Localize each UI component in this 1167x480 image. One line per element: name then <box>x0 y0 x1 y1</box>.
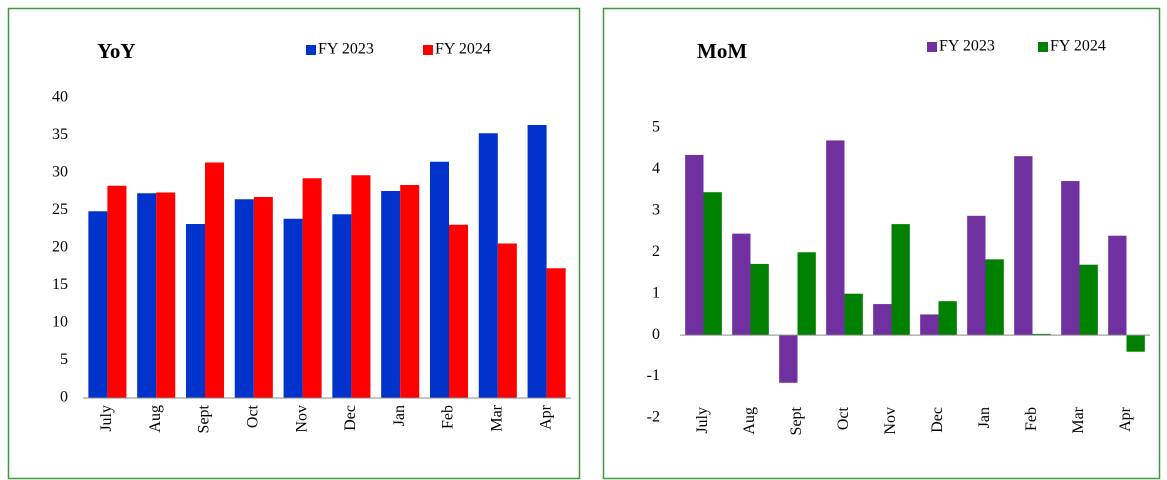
legend-label: FY 2024 <box>435 41 491 58</box>
x-tick-label: Sept <box>788 406 805 435</box>
bar <box>185 224 205 398</box>
y-tick-label: 0 <box>60 389 68 406</box>
bar <box>88 211 108 398</box>
bar <box>205 162 225 398</box>
x-tick-label: Apr <box>537 404 554 430</box>
x-tick-label: Apr <box>1117 406 1134 432</box>
y-tick-label: 2 <box>652 243 660 260</box>
x-tick-label: July <box>98 405 115 432</box>
panel-border <box>602 7 1161 480</box>
y-tick-label: 4 <box>652 160 660 177</box>
bar <box>497 243 517 398</box>
bar <box>703 192 722 336</box>
legend-label: FY 2023 <box>939 38 995 55</box>
bar <box>891 224 910 336</box>
bar <box>351 175 371 398</box>
bar <box>283 218 303 398</box>
bar <box>685 154 704 336</box>
y-tick-label: -1 <box>647 367 660 384</box>
bar <box>1061 181 1080 336</box>
x-tick-label: Dec <box>342 405 359 431</box>
bar <box>938 301 957 336</box>
bar <box>844 293 863 336</box>
legend-swatch <box>423 45 433 55</box>
bar <box>478 133 498 398</box>
bar <box>400 185 420 398</box>
x-tick-label: Feb <box>1023 407 1040 431</box>
bar <box>302 178 322 398</box>
bar <box>750 263 769 336</box>
x-tick-label: Sept <box>196 404 213 433</box>
x-tick-label: Oct <box>244 404 261 428</box>
x-tick-label: Jan <box>976 407 993 428</box>
legend-swatch <box>1038 42 1048 52</box>
x-tick-label: Mar <box>1070 406 1087 433</box>
bar <box>527 125 547 398</box>
x-tick-label: Jan <box>391 405 408 426</box>
bar <box>920 314 939 336</box>
bar <box>967 215 986 336</box>
y-tick-label: 5 <box>60 351 68 368</box>
bar <box>156 192 176 398</box>
bar <box>253 197 273 398</box>
legend-label: FY 2023 <box>318 41 374 58</box>
bar <box>381 191 401 398</box>
bar <box>1126 335 1145 352</box>
bar <box>985 259 1004 336</box>
bar <box>779 335 798 383</box>
y-tick-label: 35 <box>52 126 68 143</box>
bar <box>826 140 845 336</box>
y-tick-label: 10 <box>52 314 68 331</box>
legend-swatch <box>306 45 316 55</box>
chart-title: YoY <box>97 39 136 63</box>
bar <box>429 161 449 398</box>
bar <box>873 304 892 336</box>
chart-title: MoM <box>697 39 747 63</box>
bar <box>1108 235 1127 336</box>
x-tick-label: Nov <box>882 407 899 435</box>
y-tick-label: 30 <box>52 164 68 181</box>
x-tick-label: Feb <box>440 405 457 429</box>
x-tick-label: Aug <box>147 405 164 433</box>
bar <box>449 224 469 398</box>
x-tick-label: Oct <box>835 406 852 430</box>
bar <box>1079 264 1098 336</box>
x-tick-label: Dec <box>929 407 946 433</box>
legend-swatch <box>927 42 937 52</box>
bar <box>332 214 352 398</box>
x-tick-label: Mar <box>488 404 505 431</box>
bar <box>546 268 566 398</box>
legend-label: FY 2024 <box>1050 38 1106 55</box>
bar <box>234 199 254 398</box>
x-tick-label: Aug <box>741 407 758 435</box>
y-tick-label: 40 <box>52 89 68 106</box>
bar <box>1014 156 1033 336</box>
y-tick-label: 1 <box>652 284 660 301</box>
y-tick-label: 3 <box>652 202 660 219</box>
y-tick-label: 15 <box>52 276 68 293</box>
x-tick-label: Nov <box>293 405 310 433</box>
y-tick-label: 20 <box>52 239 68 256</box>
bar <box>732 233 751 336</box>
bar <box>1032 333 1051 336</box>
panel-border <box>7 7 581 480</box>
bar <box>797 252 816 336</box>
bar <box>137 193 157 398</box>
y-tick-label: -2 <box>647 409 660 426</box>
bar <box>107 185 127 398</box>
y-tick-label: 0 <box>652 326 660 343</box>
x-tick-label: July <box>694 407 711 434</box>
y-tick-label: 5 <box>652 119 660 136</box>
y-tick-label: 25 <box>52 201 68 218</box>
